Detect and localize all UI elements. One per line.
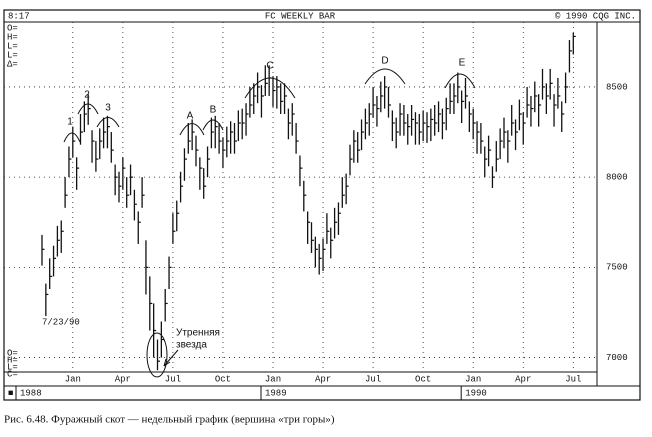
arrow bbox=[163, 349, 179, 367]
arc bbox=[202, 119, 224, 131]
x-tick-label: Oct bbox=[415, 374, 431, 384]
arc bbox=[63, 132, 81, 143]
arc bbox=[244, 77, 296, 99]
note-line: Утренняя bbox=[176, 328, 220, 339]
annotation: A bbox=[187, 111, 194, 122]
annotation: D bbox=[381, 56, 388, 67]
quote-label: C= bbox=[7, 369, 18, 379]
x-tick-label: Jan bbox=[65, 374, 81, 384]
arrow-head bbox=[163, 358, 171, 367]
x-tick-label: Apr bbox=[115, 374, 131, 384]
year-label: 1988 bbox=[20, 388, 42, 398]
morning-star-circle bbox=[146, 332, 168, 378]
x-tick-label: Jan bbox=[265, 374, 281, 384]
frame bbox=[3, 9, 641, 401]
year-label: 1990 bbox=[465, 388, 487, 398]
y-tick-label: 7000 bbox=[606, 353, 628, 363]
quote-label: O= bbox=[7, 348, 18, 358]
quote-label: H= bbox=[7, 32, 18, 42]
x-tick-label: Apr bbox=[315, 374, 331, 384]
arc bbox=[364, 68, 406, 85]
quote-label: L= bbox=[7, 362, 18, 372]
annotation: 3 bbox=[105, 103, 111, 114]
date-label: 7/23/90 bbox=[42, 317, 80, 327]
note-line: звезда bbox=[176, 340, 207, 351]
x-tick-label: Jan bbox=[465, 374, 481, 384]
annotation: 2 bbox=[84, 90, 90, 101]
quote-label: L= bbox=[7, 41, 18, 51]
header-time: 8:17 bbox=[8, 11, 30, 21]
corner-mark: ■ bbox=[8, 388, 13, 398]
quote-label: L= bbox=[7, 50, 18, 60]
caption: Рис. 6.48. Фуражный скот — недельный гра… bbox=[4, 414, 335, 426]
quote-label: H= bbox=[7, 355, 18, 365]
x-tick-label: Oct bbox=[215, 374, 231, 384]
chart-title: FC WEEKLY BAR bbox=[265, 11, 336, 21]
x-tick-label: Jul bbox=[165, 374, 181, 384]
x-tick-label: Jul bbox=[565, 374, 581, 384]
quote-label: O= bbox=[7, 23, 18, 33]
annotation: B bbox=[210, 105, 217, 116]
arc bbox=[444, 73, 476, 89]
peak-arcs bbox=[63, 68, 476, 378]
annotation: 1 bbox=[67, 117, 73, 128]
quote-label: Δ= bbox=[7, 59, 18, 69]
annotation: E bbox=[459, 58, 466, 69]
year-label: 1989 bbox=[265, 388, 287, 398]
x-tick-label: Apr bbox=[515, 374, 531, 384]
annotation: C bbox=[266, 61, 273, 72]
header-copyright: © 1990 CQG INC. bbox=[555, 11, 636, 21]
y-tick-label: 7500 bbox=[606, 263, 628, 273]
y-tick-label: 8000 bbox=[606, 173, 628, 183]
x-tick-label: Jul bbox=[365, 374, 381, 384]
y-tick-label: 8500 bbox=[606, 82, 628, 92]
